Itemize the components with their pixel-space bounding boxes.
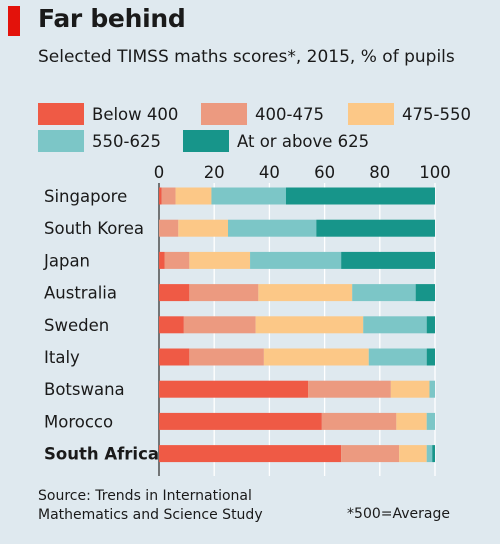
bar-segment [211,187,286,205]
bar-segment [159,284,190,302]
bar-segment [341,251,435,269]
bar-segment [321,412,397,430]
legend-item-550-625: 550-625 [38,130,161,152]
chart-subtitle: Selected TIMSS maths scores*, 2015, % of… [38,47,455,67]
legend-label: Below 400 [92,104,179,124]
country-label: South Korea [44,219,144,238]
bar-segment [426,316,435,334]
bar-segment [426,348,435,366]
bar-segment [415,284,435,302]
bar-segment [178,219,228,237]
country-label: Japan [43,251,90,270]
chart-title: Far behind [38,4,186,33]
legend-swatch [183,130,229,152]
bar-segment [164,251,190,269]
bar-segment [363,316,427,334]
source-line: Mathematics and Science Study [38,507,263,523]
bar-segment [159,412,322,430]
bar-segment [228,219,317,237]
country-label: Australia [44,284,117,303]
tick-label: 80 [369,163,390,182]
country-labels: Singapore South Korea Japan Australia Sweden… [43,187,159,464]
legend-swatch [348,103,394,125]
bar-segment [255,316,364,334]
legend-label: 550-625 [92,131,161,151]
bar-segment [183,316,256,334]
bar-segment [263,348,369,366]
tick-label: 0 [154,163,165,182]
tick-label: 100 [419,163,451,182]
bar-segment [159,251,165,269]
tick-label: 20 [204,163,225,182]
bar-segment [258,284,353,302]
bar-segment [250,251,342,269]
bar-segment [316,219,435,237]
legend-item-475-550: 475-550 [348,103,471,125]
legend-swatch [38,130,84,152]
bar-segment [159,219,179,237]
legend-item-625-plus: At or above 625 [183,130,369,152]
footnote: *500=Average [347,506,450,522]
bar-segment [159,348,190,366]
country-label: Sweden [44,316,109,335]
tick-label: 40 [259,163,280,182]
bar-segment [399,445,427,463]
legend-item-400-475: 400-475 [201,103,324,125]
brand-accent-bar [8,6,20,36]
bar-segment [189,284,259,302]
legend-label: 400-475 [255,104,324,124]
bar-segment [159,316,184,334]
country-label: Botswana [44,380,125,399]
tick-label: 60 [314,163,335,182]
bar-segment [285,187,435,205]
country-label: Singapore [44,187,127,206]
bar-segment [426,445,433,463]
legend-item-below-400: Below 400 [38,103,178,125]
bar-segment [426,412,435,430]
country-label: Italy [44,348,80,367]
legend-label: At or above 625 [237,131,370,151]
bar-segment [429,380,435,398]
country-label: South Africa [44,445,159,464]
bar-segment [159,445,342,463]
legend-label: 475-550 [402,104,471,124]
legend-swatch [201,103,247,125]
bar-segment [159,187,162,205]
source-line: Source: Trends in International [38,488,252,504]
legend-swatch [38,103,84,125]
bar-segment [396,412,427,430]
bar-segment [161,187,176,205]
bar-segment [341,445,400,463]
x-axis-ticks: 0 20 40 60 80 100 [154,163,451,182]
bar-segment [432,445,435,463]
bar-segment [175,187,212,205]
bar-segment [390,380,430,398]
bar-segment [308,380,391,398]
bars [159,187,435,463]
bar-segment [189,348,264,366]
source-note: Source: Trends in International Mathemat… [38,487,263,525]
bar-segment [189,251,251,269]
bar-segment [352,284,416,302]
bar-segment [368,348,427,366]
country-label: Morocco [44,412,113,431]
bar-segment [159,380,309,398]
